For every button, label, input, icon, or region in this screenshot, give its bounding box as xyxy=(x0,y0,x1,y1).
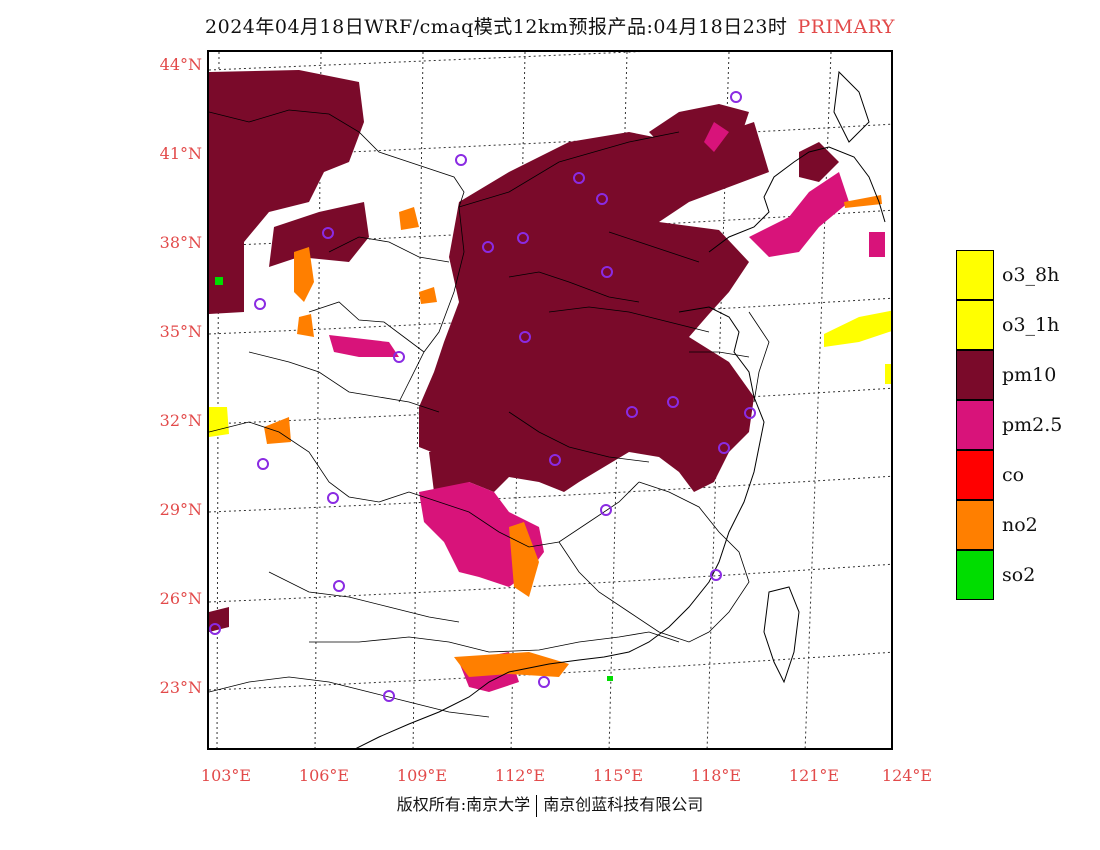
legend-swatch xyxy=(956,500,994,550)
lon-label-103: 103°E xyxy=(200,766,252,785)
lat-label-44: 44°N xyxy=(159,55,202,74)
title-main: 2024年04月18日WRF/cmaq模式12km预报产品:04月18日23时 xyxy=(205,16,788,38)
footer-right: 南京创蓝科技有限公司 xyxy=(543,795,704,814)
legend-label: pm10 xyxy=(1002,364,1057,386)
legend-label: pm2.5 xyxy=(1002,414,1063,436)
legend-swatch xyxy=(956,250,994,300)
lon-label-112: 112°E xyxy=(494,766,546,785)
legend-label: so2 xyxy=(1002,564,1036,586)
legend-swatch xyxy=(956,350,994,400)
legend-label: o3_8h xyxy=(1002,264,1060,286)
lon-label-124: 124°E xyxy=(881,766,933,785)
lat-label-38: 38°N xyxy=(159,233,202,252)
lat-label-29: 29°N xyxy=(159,500,202,519)
copyright-footer: 版权所有:南京大学 南京创蓝科技有限公司 xyxy=(0,791,1100,817)
so2-layer xyxy=(215,277,613,681)
lon-label-118: 118°E xyxy=(690,766,742,785)
coastline xyxy=(355,70,886,748)
legend-label: o3_1h xyxy=(1002,314,1060,336)
station-markers xyxy=(209,91,756,702)
lat-label-23: 23°N xyxy=(159,678,202,697)
o3-layer xyxy=(209,310,891,437)
legend-swatch xyxy=(956,450,994,500)
lat-label-32: 32°N xyxy=(159,411,202,430)
lat-label-41: 41°N xyxy=(159,144,202,163)
lon-label-115: 115°E xyxy=(592,766,644,785)
chart-title: 2024年04月18日WRF/cmaq模式12km预报产品:04月18日23时 P… xyxy=(0,12,1100,39)
footer-left: 版权所有:南京大学 xyxy=(396,795,531,814)
legend-label: no2 xyxy=(1002,514,1038,536)
lat-label-26: 26°N xyxy=(159,589,202,608)
lon-label-109: 109°E xyxy=(396,766,448,785)
legend-swatch xyxy=(956,400,994,450)
map-canvas xyxy=(209,52,891,748)
legend-swatch xyxy=(956,550,994,600)
legend-swatch xyxy=(956,300,994,350)
legend-label: co xyxy=(1002,464,1025,486)
pm10-layer xyxy=(209,70,839,632)
lon-label-121: 121°E xyxy=(788,766,840,785)
title-tag: PRIMARY xyxy=(797,16,895,38)
lon-label-106: 106°E xyxy=(298,766,350,785)
lat-label-35: 35°N xyxy=(159,322,202,341)
pollution-map xyxy=(207,50,893,750)
footer-separator xyxy=(536,794,538,817)
